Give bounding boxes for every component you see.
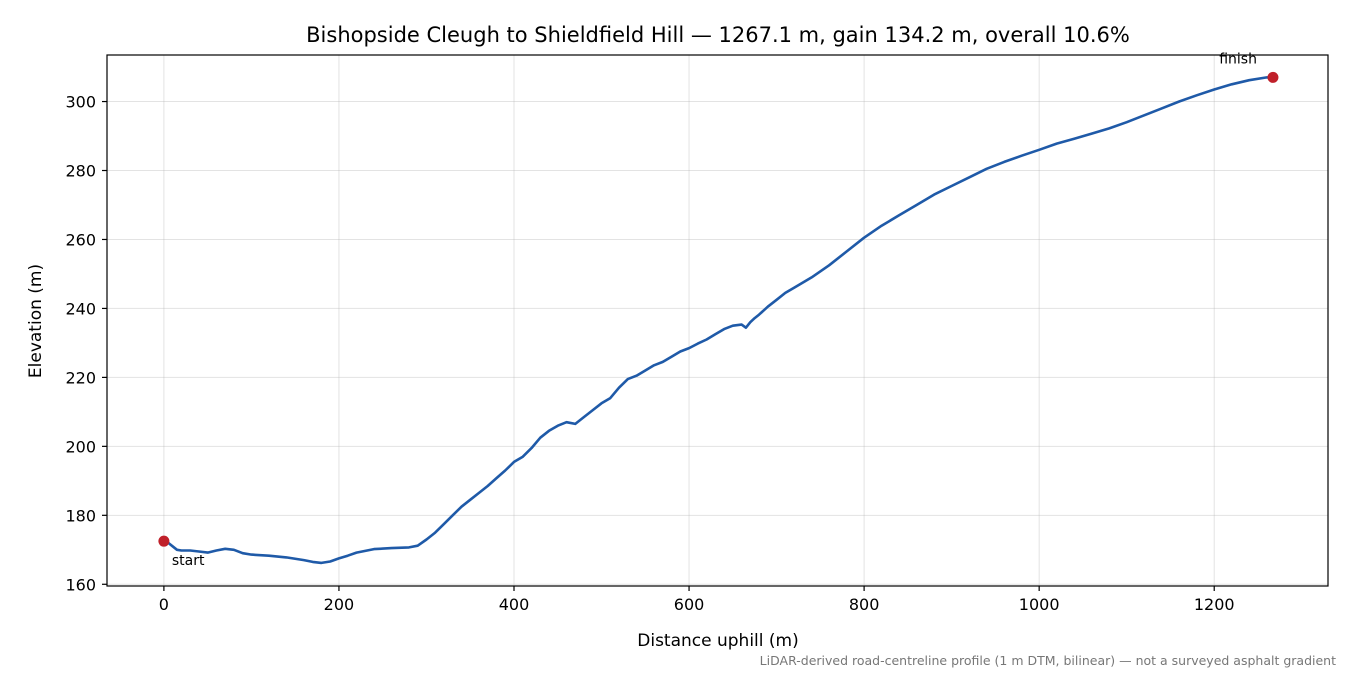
finish-marker [1267,71,1279,83]
y-tick-label: 300 [65,93,96,112]
plot-frame [106,54,1329,587]
elevation-line [162,76,1275,565]
start-label: start [172,553,205,569]
x-tick-label: 800 [849,595,880,614]
y-tick-label: 220 [65,368,96,387]
footnote: LiDAR-derived road-centreline profile (1… [760,653,1336,668]
x-tick-label: 600 [674,595,705,614]
grid [107,55,1328,586]
chart-title: Bishopside Cleugh to Shieldfield Hill — … [306,23,1130,47]
x-tick-label: 200 [324,595,355,614]
x-axis-label: Distance uphill (m) [637,631,798,651]
y-tick-label: 280 [65,162,96,181]
y-tick-label: 240 [65,299,96,318]
x-tick-label: 400 [499,595,530,614]
y-tick-label: 200 [65,437,96,456]
y-tick-label: 160 [65,575,96,594]
finish-label: finish [1219,51,1257,67]
x-tick-label: 1000 [1019,595,1060,614]
plot-area: start finish [158,51,1279,569]
axes: 0 200 400 600 800 1000 1200 160 180 200 220 240 260 2… [65,93,1234,614]
y-tick-label: 180 [65,506,96,525]
y-tick-label: 260 [65,230,96,249]
y-axis-label: Elevation (m) [26,264,46,378]
x-tick-label: 1200 [1194,595,1235,614]
x-tick-label: 0 [159,595,169,614]
start-marker [158,535,170,547]
